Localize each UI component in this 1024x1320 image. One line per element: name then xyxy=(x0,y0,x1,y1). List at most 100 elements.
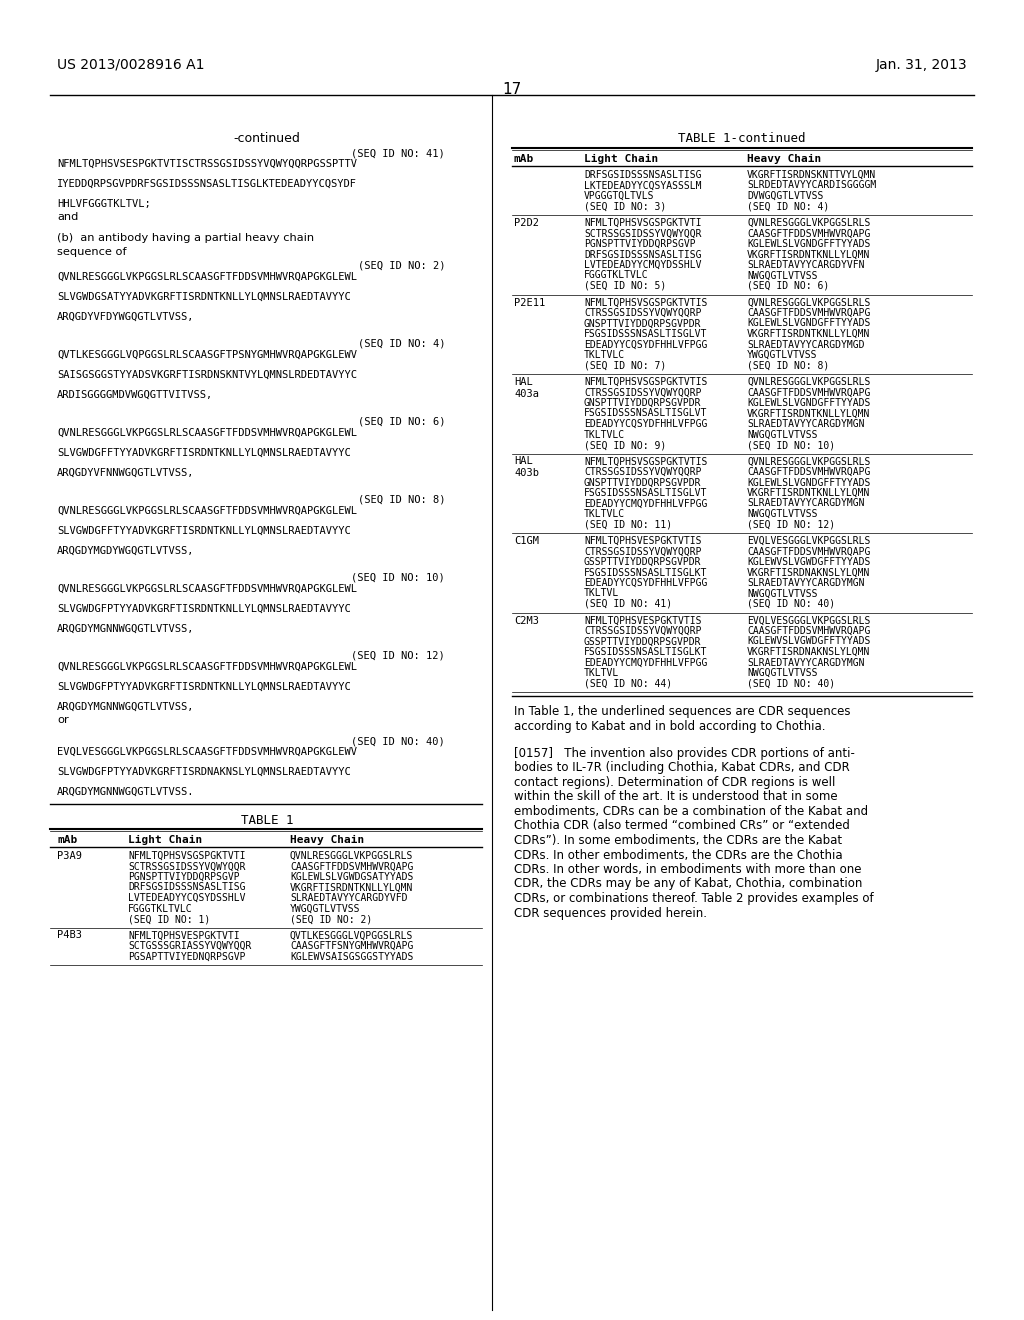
Text: SLVGWDGFFTYYADVKGRFTISRDNTKNLLYLQMNSLRAEDTAVYYC: SLVGWDGFFTYYADVKGRFTISRDNTKNLLYLQMNSLRAE… xyxy=(57,525,351,536)
Text: VKGRFTISRDNAKNSLYLQMN: VKGRFTISRDNAKNSLYLQMN xyxy=(746,568,870,578)
Text: CAASGFTFSNYGMHWVRQAPG: CAASGFTFSNYGMHWVRQAPG xyxy=(290,941,414,950)
Text: SCTRSSGSIDSSYVQWYQQR: SCTRSSGSIDSSYVQWYQQR xyxy=(584,228,701,239)
Text: QVNLRESGGGLVKPGGSLRLSCAASGFTFDDSVMHWVRQAPGKGLEWL: QVNLRESGGGLVKPGGSLRLSCAASGFTFDDSVMHWVRQA… xyxy=(57,663,357,672)
Text: EDEADYYCQSYDFHHLVFPGG: EDEADYYCQSYDFHHLVFPGG xyxy=(584,578,708,587)
Text: (SEQ ID NO: 8): (SEQ ID NO: 8) xyxy=(746,360,829,371)
Text: CAASGFTFDDSVMHWVRQAPG: CAASGFTFDDSVMHWVRQAPG xyxy=(746,308,870,318)
Text: KGLEWLSLVGNDGFFTYYADS: KGLEWLSLVGNDGFFTYYADS xyxy=(746,399,870,408)
Text: [0157]   The invention also provides CDR portions of anti-: [0157] The invention also provides CDR p… xyxy=(514,747,855,760)
Text: FSGSIDSSSNSASLTISGLVT: FSGSIDSSSNSASLTISGLVT xyxy=(584,329,708,339)
Text: LVTEDEADYYCQSYDSSHLV: LVTEDEADYYCQSYDSSHLV xyxy=(128,894,246,903)
Text: embodiments, CDRs can be a combination of the Kabat and: embodiments, CDRs can be a combination o… xyxy=(514,805,868,818)
Text: VPGGGTQLTVLS: VPGGGTQLTVLS xyxy=(584,191,654,201)
Text: NFMLTQPHSVESPGKTVTI: NFMLTQPHSVESPGKTVTI xyxy=(128,931,240,940)
Text: HHLVFGGGTKLTVL;: HHLVFGGGTKLTVL; xyxy=(57,199,151,209)
Text: VKGRFTISRDNTKNLLYLQMN: VKGRFTISRDNTKNLLYLQMN xyxy=(746,408,870,418)
Text: NFMLTQPHSVSGSPGKTVTI: NFMLTQPHSVSGSPGKTVTI xyxy=(128,851,246,861)
Text: NFMLTQPHSVSGSPGKTVTI: NFMLTQPHSVSGSPGKTVTI xyxy=(584,218,701,228)
Text: (SEQ ID NO: 2): (SEQ ID NO: 2) xyxy=(290,913,373,924)
Text: QVNLRESGGGLVKPGGSLRLS: QVNLRESGGGLVKPGGSLRLS xyxy=(746,218,870,228)
Text: NWGQGTLVTVSS: NWGQGTLVTVSS xyxy=(746,589,817,598)
Text: (SEQ ID NO: 5): (SEQ ID NO: 5) xyxy=(584,281,667,290)
Text: HAL
403a: HAL 403a xyxy=(514,378,539,399)
Text: P2E11: P2E11 xyxy=(514,297,545,308)
Text: SLRAEDTAVYYCARGDYMGN: SLRAEDTAVYYCARGDYMGN xyxy=(746,499,864,508)
Text: CTRSSGSIDSSYVQWYQQRP: CTRSSGSIDSSYVQWYQQRP xyxy=(584,388,701,397)
Text: SLRAEDTAVYYCARGDYVFN: SLRAEDTAVYYCARGDYVFN xyxy=(746,260,864,271)
Text: C2M3: C2M3 xyxy=(514,615,539,626)
Text: ARQGDYMGDYWGQGTLVTVSS,: ARQGDYMGDYWGQGTLVTVSS, xyxy=(57,546,195,556)
Text: SAISGSGGSTYYADSVKGRFTISRDNSKNTVYLQMNSLRDEDTAVYYC: SAISGSGGSTYYADSVKGRFTISRDNSKNTVYLQMNSLRD… xyxy=(57,370,357,380)
Text: NWGQGTLVTVSS: NWGQGTLVTVSS xyxy=(746,668,817,678)
Text: DRFSGSIDSSSNSASLTISG: DRFSGSIDSSSNSASLTISG xyxy=(128,883,246,892)
Text: CTRSSGSIDSSYVQWYQQRP: CTRSSGSIDSSYVQWYQQRP xyxy=(584,626,701,636)
Text: C1GM: C1GM xyxy=(514,536,539,546)
Text: Jan. 31, 2013: Jan. 31, 2013 xyxy=(876,58,967,73)
Text: NWGQGTLVTVSS: NWGQGTLVTVSS xyxy=(746,429,817,440)
Text: YWGQGTLVTVSS: YWGQGTLVTVSS xyxy=(746,350,817,360)
Text: TKLTVL: TKLTVL xyxy=(584,668,620,678)
Text: PGNSPTTVIYDDQRPSGVP: PGNSPTTVIYDDQRPSGVP xyxy=(584,239,695,249)
Text: CTRSSGSIDSSYVQWYQQRP: CTRSSGSIDSSYVQWYQQRP xyxy=(584,467,701,477)
Text: ARDISGGGGMDVWGQGTTVITVSS,: ARDISGGGGMDVWGQGTTVITVSS, xyxy=(57,389,213,400)
Text: P2D2: P2D2 xyxy=(514,218,539,228)
Text: (SEQ ID NO: 41): (SEQ ID NO: 41) xyxy=(351,148,445,158)
Text: NFMLTQPHSVESPGKTVTIS: NFMLTQPHSVESPGKTVTIS xyxy=(584,536,701,546)
Text: SLVGWDGSATYYADVKGRFTISRDNTKNLLYLQMNSLRAEDTAVYYC: SLVGWDGSATYYADVKGRFTISRDNTKNLLYLQMNSLRAE… xyxy=(57,292,351,302)
Text: FGGGTKLTVLC: FGGGTKLTVLC xyxy=(128,903,193,913)
Text: CTRSSGSIDSSYVQWYQQRP: CTRSSGSIDSSYVQWYQQRP xyxy=(584,546,701,557)
Text: ARQGDYVFDYWGQGTLVTVSS,: ARQGDYVFDYWGQGTLVTVSS, xyxy=(57,312,195,322)
Text: QVNLRESGGGLVKPGGSLRLS: QVNLRESGGGLVKPGGSLRLS xyxy=(746,378,870,387)
Text: CAASGFTFDDSVMHWVRQAPG: CAASGFTFDDSVMHWVRQAPG xyxy=(746,626,870,636)
Text: GNSPTTVIYDDQRPSGVPDR: GNSPTTVIYDDQRPSGVPDR xyxy=(584,399,701,408)
Text: QVNLRESGGGLVKPGGSLRLSCAASGFTFDDSVMHWVRQAPGKGLEWL: QVNLRESGGGLVKPGGSLRLSCAASGFTFDDSVMHWVRQA… xyxy=(57,506,357,516)
Text: (SEQ ID NO: 3): (SEQ ID NO: 3) xyxy=(584,202,667,211)
Text: (SEQ ID NO: 11): (SEQ ID NO: 11) xyxy=(584,520,672,529)
Text: 17: 17 xyxy=(503,82,521,96)
Text: EVQLVESGGGLVKPGGSLRLS: EVQLVESGGGLVKPGGSLRLS xyxy=(746,536,870,546)
Text: and: and xyxy=(57,213,79,222)
Text: VKGRFTISRDNTKNLLYLQMN: VKGRFTISRDNTKNLLYLQMN xyxy=(746,488,870,498)
Text: mAb: mAb xyxy=(57,836,77,845)
Text: (SEQ ID NO: 6): (SEQ ID NO: 6) xyxy=(357,417,445,426)
Text: (SEQ ID NO: 7): (SEQ ID NO: 7) xyxy=(584,360,667,371)
Text: In Table 1, the underlined sequences are CDR sequences
according to Kabat and in: In Table 1, the underlined sequences are… xyxy=(514,705,851,733)
Text: Light Chain: Light Chain xyxy=(584,154,658,164)
Text: VKGRFTISRDNTKNLLYLQMN: VKGRFTISRDNTKNLLYLQMN xyxy=(746,249,870,260)
Text: CDRs”). In some embodiments, the CDRs are the Kabat: CDRs”). In some embodiments, the CDRs ar… xyxy=(514,834,842,847)
Text: or: or xyxy=(57,715,69,725)
Text: QVNLRESGGGLVKPGGSLRLS: QVNLRESGGGLVKPGGSLRLS xyxy=(290,851,414,861)
Text: DRFSGSIDSSSNSASLTISG: DRFSGSIDSSSNSASLTISG xyxy=(584,170,701,180)
Text: PGSAPTTVIYEDNQRPSGVP: PGSAPTTVIYEDNQRPSGVP xyxy=(128,952,246,961)
Text: PGNSPTTVIYDDQRPSGVP: PGNSPTTVIYDDQRPSGVP xyxy=(128,873,240,882)
Text: NWGQGTLVTVSS: NWGQGTLVTVSS xyxy=(746,271,817,281)
Text: (SEQ ID NO: 12): (SEQ ID NO: 12) xyxy=(746,520,836,529)
Text: SLRAEDTAVYYCARGDYMGN: SLRAEDTAVYYCARGDYMGN xyxy=(746,418,864,429)
Text: CAASGFTFDDSVMHWVRQAPG: CAASGFTFDDSVMHWVRQAPG xyxy=(746,467,870,477)
Text: HAL
403b: HAL 403b xyxy=(514,457,539,478)
Text: KGLEWLSLVGNDGFFTYYADS: KGLEWLSLVGNDGFFTYYADS xyxy=(746,478,870,487)
Text: KGLEWLSLVGNDGFFTYYADS: KGLEWLSLVGNDGFFTYYADS xyxy=(746,239,870,249)
Text: IYEDDQRPSGVPDRFSGSIDSSSNSASLTISGLKTEDEADYYCQSYDF: IYEDDQRPSGVPDRFSGSIDSSSNSASLTISGLKTEDEAD… xyxy=(57,180,357,189)
Text: EDEADYYCQSYDFHHLVFPGG: EDEADYYCQSYDFHHLVFPGG xyxy=(584,339,708,350)
Text: QVTLKESGGGLVQPGGSLRLS: QVTLKESGGGLVQPGGSLRLS xyxy=(290,931,414,940)
Text: DVWGQGTLVTVSS: DVWGQGTLVTVSS xyxy=(746,191,823,201)
Text: (SEQ ID NO: 4): (SEQ ID NO: 4) xyxy=(357,339,445,348)
Text: (SEQ ID NO: 41): (SEQ ID NO: 41) xyxy=(584,599,672,609)
Text: CDR sequences provided herein.: CDR sequences provided herein. xyxy=(514,907,707,920)
Text: SLRAEDTAVYYCARGDYMGN: SLRAEDTAVYYCARGDYMGN xyxy=(746,578,864,587)
Text: QVNLRESGGGLVKPGGSLRLS: QVNLRESGGGLVKPGGSLRLS xyxy=(746,297,870,308)
Text: (SEQ ID NO: 12): (SEQ ID NO: 12) xyxy=(351,651,445,661)
Text: GNSPTTVIYDDQRPSGVPDR: GNSPTTVIYDDQRPSGVPDR xyxy=(584,478,701,487)
Text: SLRDEDTAVYYCARDISGGGGM: SLRDEDTAVYYCARDISGGGGM xyxy=(746,181,877,190)
Text: (SEQ ID NO: 10): (SEQ ID NO: 10) xyxy=(746,440,836,450)
Text: -continued: -continued xyxy=(233,132,300,145)
Text: KGLEWLSLVGNDGFFTYYADS: KGLEWLSLVGNDGFFTYYADS xyxy=(746,318,870,329)
Text: Chothia CDR (also termed “combined CRs” or “extended: Chothia CDR (also termed “combined CRs” … xyxy=(514,820,850,833)
Text: NFMLTQPHSVSGSPGKTVTIS: NFMLTQPHSVSGSPGKTVTIS xyxy=(584,378,708,387)
Text: QVTLKESGGGLVQPGGSLRLSCAASGFTPSNYGMHWVRQAPGKGLEWV: QVTLKESGGGLVQPGGSLRLSCAASGFTPSNYGMHWVRQA… xyxy=(57,350,357,360)
Text: EDEADYYCMQYDFHHLVFPGG: EDEADYYCMQYDFHHLVFPGG xyxy=(584,657,708,668)
Text: contact regions). Determination of CDR regions is well: contact regions). Determination of CDR r… xyxy=(514,776,836,789)
Text: FSGSIDSSSNSASLTISGLKT: FSGSIDSSSNSASLTISGLKT xyxy=(584,568,708,578)
Text: LVTEDEADYYCMQYDSSHLV: LVTEDEADYYCMQYDSSHLV xyxy=(584,260,701,271)
